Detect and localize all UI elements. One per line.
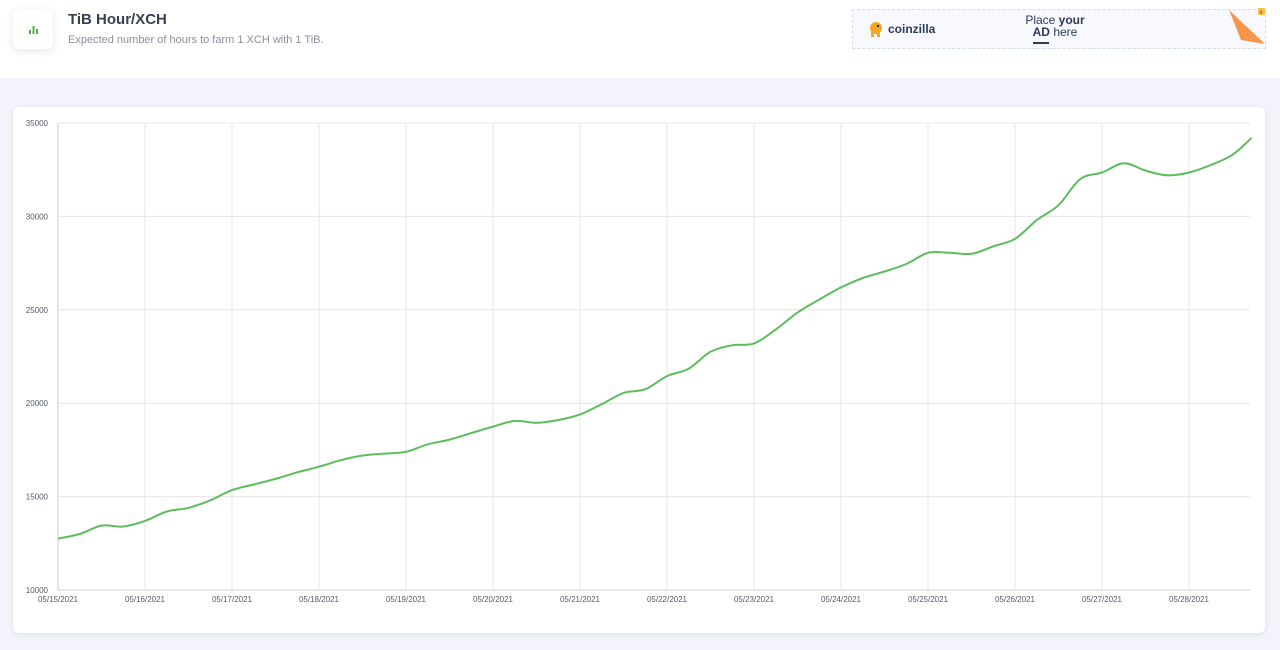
x-tick-label: 05/26/2021 <box>995 595 1036 604</box>
y-tick-label: 10000 <box>26 586 49 595</box>
x-tick-label: 05/15/2021 <box>38 595 79 604</box>
y-tick-label: 35000 <box>26 119 49 128</box>
x-tick-label: 05/24/2021 <box>821 595 862 604</box>
x-tick-label: 05/18/2021 <box>299 595 340 604</box>
bar-chart-icon <box>29 26 38 34</box>
ad-place-prefix: Place <box>1025 13 1059 27</box>
svg-text:x: x <box>1260 10 1263 16</box>
ad-underline <box>1033 42 1049 44</box>
y-tick-label: 25000 <box>26 306 49 315</box>
ad-place-text[interactable]: Place your AD here <box>1025 14 1085 38</box>
chart-icon-box <box>13 9 53 49</box>
ad-corner-triangle-icon: x <box>1229 8 1265 44</box>
x-tick-label: 05/22/2021 <box>647 595 688 604</box>
x-tick-label: 05/20/2021 <box>473 595 514 604</box>
y-tick-label: 20000 <box>26 399 49 408</box>
y-tick-label: 30000 <box>26 212 49 221</box>
ad-place-ad: AD <box>1032 25 1050 39</box>
x-tick-label: 05/27/2021 <box>1082 595 1123 604</box>
ad-banner[interactable]: coinzilla Place your AD here x <box>852 8 1266 49</box>
ad-place-suffix: here <box>1049 25 1078 39</box>
line-chart[interactable]: 10000 15000 20000 25000 30000 35000 05/15/2021… <box>13 107 1265 633</box>
x-tick-label: 05/21/2021 <box>560 595 601 604</box>
page-header: TiB Hour/XCH Expected number of hours to… <box>0 0 1280 78</box>
x-tick-label: 05/17/2021 <box>212 595 253 604</box>
ad-place-your: your <box>1058 13 1085 27</box>
x-tick-label: 05/19/2021 <box>386 595 427 604</box>
x-tick-label: 05/25/2021 <box>908 595 949 604</box>
page-subtitle: Expected number of hours to farm 1 XCH w… <box>68 34 324 46</box>
series-line <box>57 137 1253 540</box>
y-tick-label: 15000 <box>26 493 49 502</box>
coinzilla-logo[interactable]: coinzilla <box>867 20 935 38</box>
chart-card: 10000 15000 20000 25000 30000 35000 05/15/2021… <box>13 107 1265 633</box>
x-tick-label: 05/28/2021 <box>1169 595 1210 604</box>
x-tick-label: 05/23/2021 <box>734 595 775 604</box>
ad-brand-text: coinzilla <box>888 22 936 36</box>
page-title: TiB Hour/XCH <box>68 11 167 28</box>
x-tick-label: 05/16/2021 <box>125 595 166 604</box>
coinzilla-mascot-icon <box>870 22 882 37</box>
